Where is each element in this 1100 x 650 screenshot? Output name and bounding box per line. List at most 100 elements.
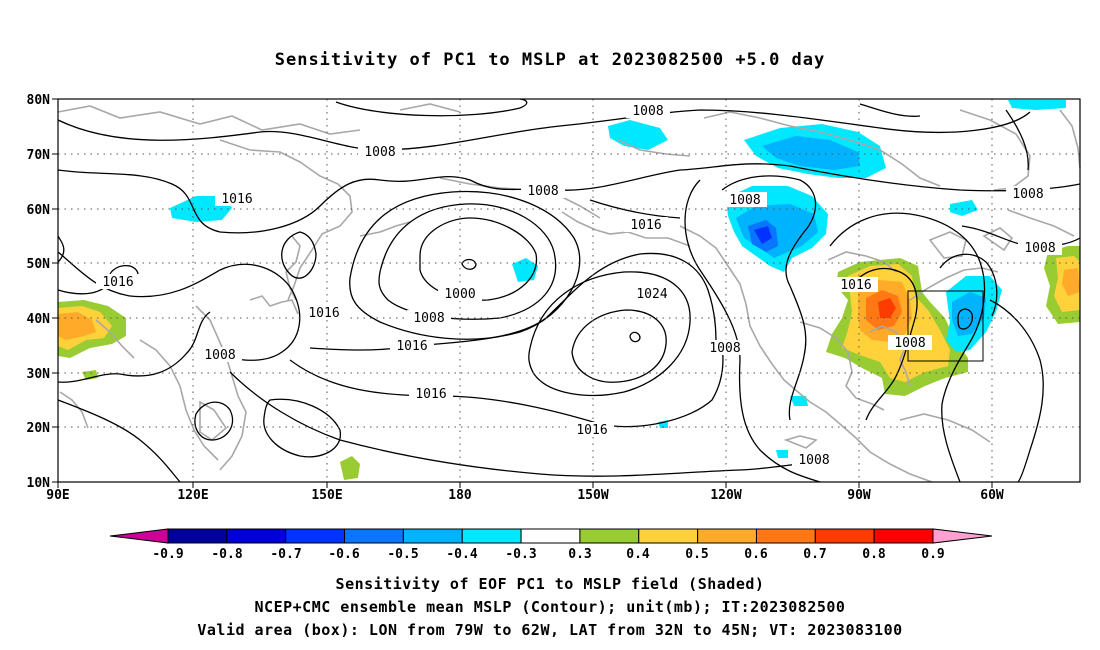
colorbar-cell: [461, 528, 522, 544]
svg-text:1008: 1008: [1012, 187, 1043, 202]
svg-text:1008: 1008: [894, 336, 925, 351]
shade-pos-na-red: [878, 298, 896, 318]
lon-label: 180: [448, 488, 472, 503]
svg-text:1008: 1008: [709, 341, 740, 356]
contour-label: 1024: [630, 286, 674, 302]
shade-neg-speck-1: [790, 396, 808, 406]
colorbar-cell: [579, 528, 640, 544]
colorbar-labels: -0.9 -0.8 -0.7 -0.6 -0.5 -0.4 -0.3 0.3 0…: [152, 547, 944, 562]
svg-text:1016: 1016: [630, 218, 661, 233]
coastlines: [57, 103, 1081, 483]
contour-label: 1016: [390, 338, 434, 354]
svg-text:1016: 1016: [840, 278, 871, 293]
caption-line-3: Valid area (box): LON from 79W to 62W, L…: [197, 621, 903, 639]
caption-line-2: NCEP+CMC ensemble mean MSLP (Contour); u…: [254, 598, 846, 616]
caption-line-1: Sensitivity of EOF PC1 to MSLP field (Sh…: [335, 575, 765, 593]
colorbar-cell: [344, 528, 404, 544]
chart-title: Sensitivity of PC1 to MSLP at 2023082500…: [274, 50, 826, 70]
lat-label: 30N: [27, 367, 51, 382]
svg-text:1024: 1024: [636, 287, 667, 302]
contour-label: 1016: [409, 386, 453, 402]
svg-text:1016: 1016: [102, 275, 133, 290]
colorbar-cell: [873, 528, 934, 544]
svg-text:1016: 1016: [308, 306, 339, 321]
colorbar-low-triangle: [109, 528, 169, 544]
svg-text:1016: 1016: [396, 339, 427, 354]
map-border: [57, 98, 1081, 483]
colorbar-label: -0.3: [505, 547, 536, 562]
colorbar-cell: [755, 528, 816, 544]
lon-label: 90W: [847, 488, 871, 503]
contour-label: 1008: [1018, 240, 1062, 256]
svg-text:1008: 1008: [729, 193, 760, 208]
shade-neg-greenland: [950, 200, 978, 216]
colorbar-cell: [814, 528, 875, 544]
contour-label: 1016: [302, 305, 346, 321]
contour-label: 1008: [703, 340, 747, 356]
ticks: [52, 98, 993, 488]
colorbar-cells: [167, 528, 934, 544]
lat-label: 80N: [27, 93, 51, 108]
contour-label: 1016: [215, 191, 259, 207]
colorbar-high-triangle: [932, 528, 993, 544]
shade-neg-arc-right: [1008, 100, 1066, 110]
svg-text:1016: 1016: [221, 192, 252, 207]
svg-text:1008: 1008: [413, 311, 444, 326]
contour-label: 1016: [834, 277, 878, 293]
shade-neg-speck-3: [776, 450, 788, 458]
colorbar-label: 0.5: [685, 547, 708, 562]
colorbar-label: 0.4: [626, 547, 650, 562]
colorbar-label: 0.8: [862, 547, 886, 562]
mslp-contours: [57, 98, 1081, 483]
contour-label: 1008: [521, 183, 565, 199]
lon-label: 120E: [177, 488, 208, 503]
lat-labels: 80N 70N 60N 50N 40N 30N 20N 10N: [27, 93, 51, 491]
contour-label: 1008: [792, 452, 836, 468]
colorbar-cell: [402, 528, 463, 544]
svg-text:1008: 1008: [204, 348, 235, 363]
contour-label: 1008: [626, 103, 670, 119]
shade-pos-dateline-green: [340, 456, 360, 480]
contour-label: 1008: [1006, 186, 1050, 202]
valid-area-box: [907, 290, 984, 362]
colorbar-label: -0.4: [446, 547, 477, 562]
contour-label: 1008: [407, 310, 451, 326]
svg-text:1016: 1016: [415, 387, 446, 402]
svg-text:1000: 1000: [444, 287, 475, 302]
lat-label: 40N: [27, 312, 51, 327]
colorbar-label: -0.7: [270, 547, 301, 562]
colorbar-label: 0.6: [744, 547, 768, 562]
contour-label: 1008: [198, 347, 242, 363]
svg-text:1016: 1016: [576, 423, 607, 438]
svg-text:1008: 1008: [632, 104, 663, 119]
colorbar-label: -0.5: [387, 547, 418, 562]
contour-label: 1000: [438, 286, 482, 302]
shade-pos-west-orange: [58, 312, 96, 340]
svg-text:1008: 1008: [364, 145, 395, 160]
lat-label: 60N: [27, 203, 51, 218]
colorbar-label: -0.6: [328, 547, 359, 562]
lon-label: 60W: [980, 488, 1004, 503]
colorbar-cell: [285, 528, 346, 544]
colorbar: -0.9 -0.8 -0.7 -0.6 -0.5 -0.4 -0.3 0.3 0…: [109, 528, 993, 562]
shade-neg-na-core: [754, 226, 772, 244]
svg-text:1008: 1008: [798, 453, 829, 468]
lon-label: 150W: [577, 488, 608, 503]
svg-text:1008: 1008: [1024, 241, 1055, 256]
contour-label: 1016: [570, 422, 614, 438]
contour-label-group: 1008 1008 1008 1008 1008 1008 1008 1008 …: [96, 103, 1062, 468]
shade-neg-arctic-mid: [762, 136, 860, 170]
lat-label: 10N: [27, 476, 51, 491]
contour-label: 1008: [888, 335, 932, 351]
lon-label: 120W: [710, 488, 741, 503]
lon-label: 90E: [46, 488, 69, 503]
colorbar-label: -0.8: [211, 547, 242, 562]
lat-label: 20N: [27, 421, 51, 436]
colorbar-label: 0.7: [803, 547, 826, 562]
lon-labels: 90E 120E 150E 180 150W 120W 90W 60W: [46, 488, 1004, 503]
colorbar-label: 0.3: [568, 547, 591, 562]
contour-label: 1008: [723, 192, 767, 208]
svg-text:1008: 1008: [527, 184, 558, 199]
colorbar-cell: [520, 528, 581, 544]
colorbar-label: 0.9: [921, 547, 944, 562]
